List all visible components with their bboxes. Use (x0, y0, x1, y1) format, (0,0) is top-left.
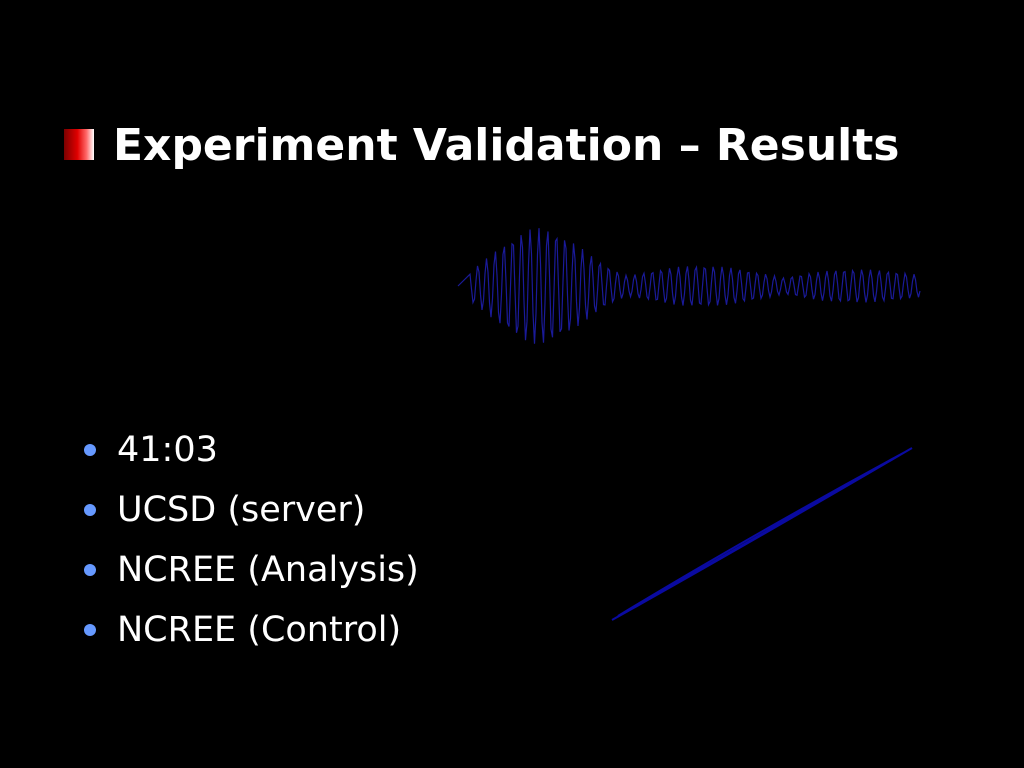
bullet-item: UCSD (server) (80, 480, 419, 540)
bullet-item: NCREE (Control) (80, 600, 419, 660)
title-marker (64, 129, 94, 160)
waveform-plot (457, 228, 921, 344)
hysteresis-plot (611, 447, 913, 621)
bullet-list: 41:03 UCSD (server) NCREE (Analysis) NCR… (80, 420, 419, 660)
slide-title: Experiment Validation – Results (113, 120, 900, 171)
bullet-item: NCREE (Analysis) (80, 540, 419, 600)
bullet-item: 41:03 (80, 420, 419, 480)
